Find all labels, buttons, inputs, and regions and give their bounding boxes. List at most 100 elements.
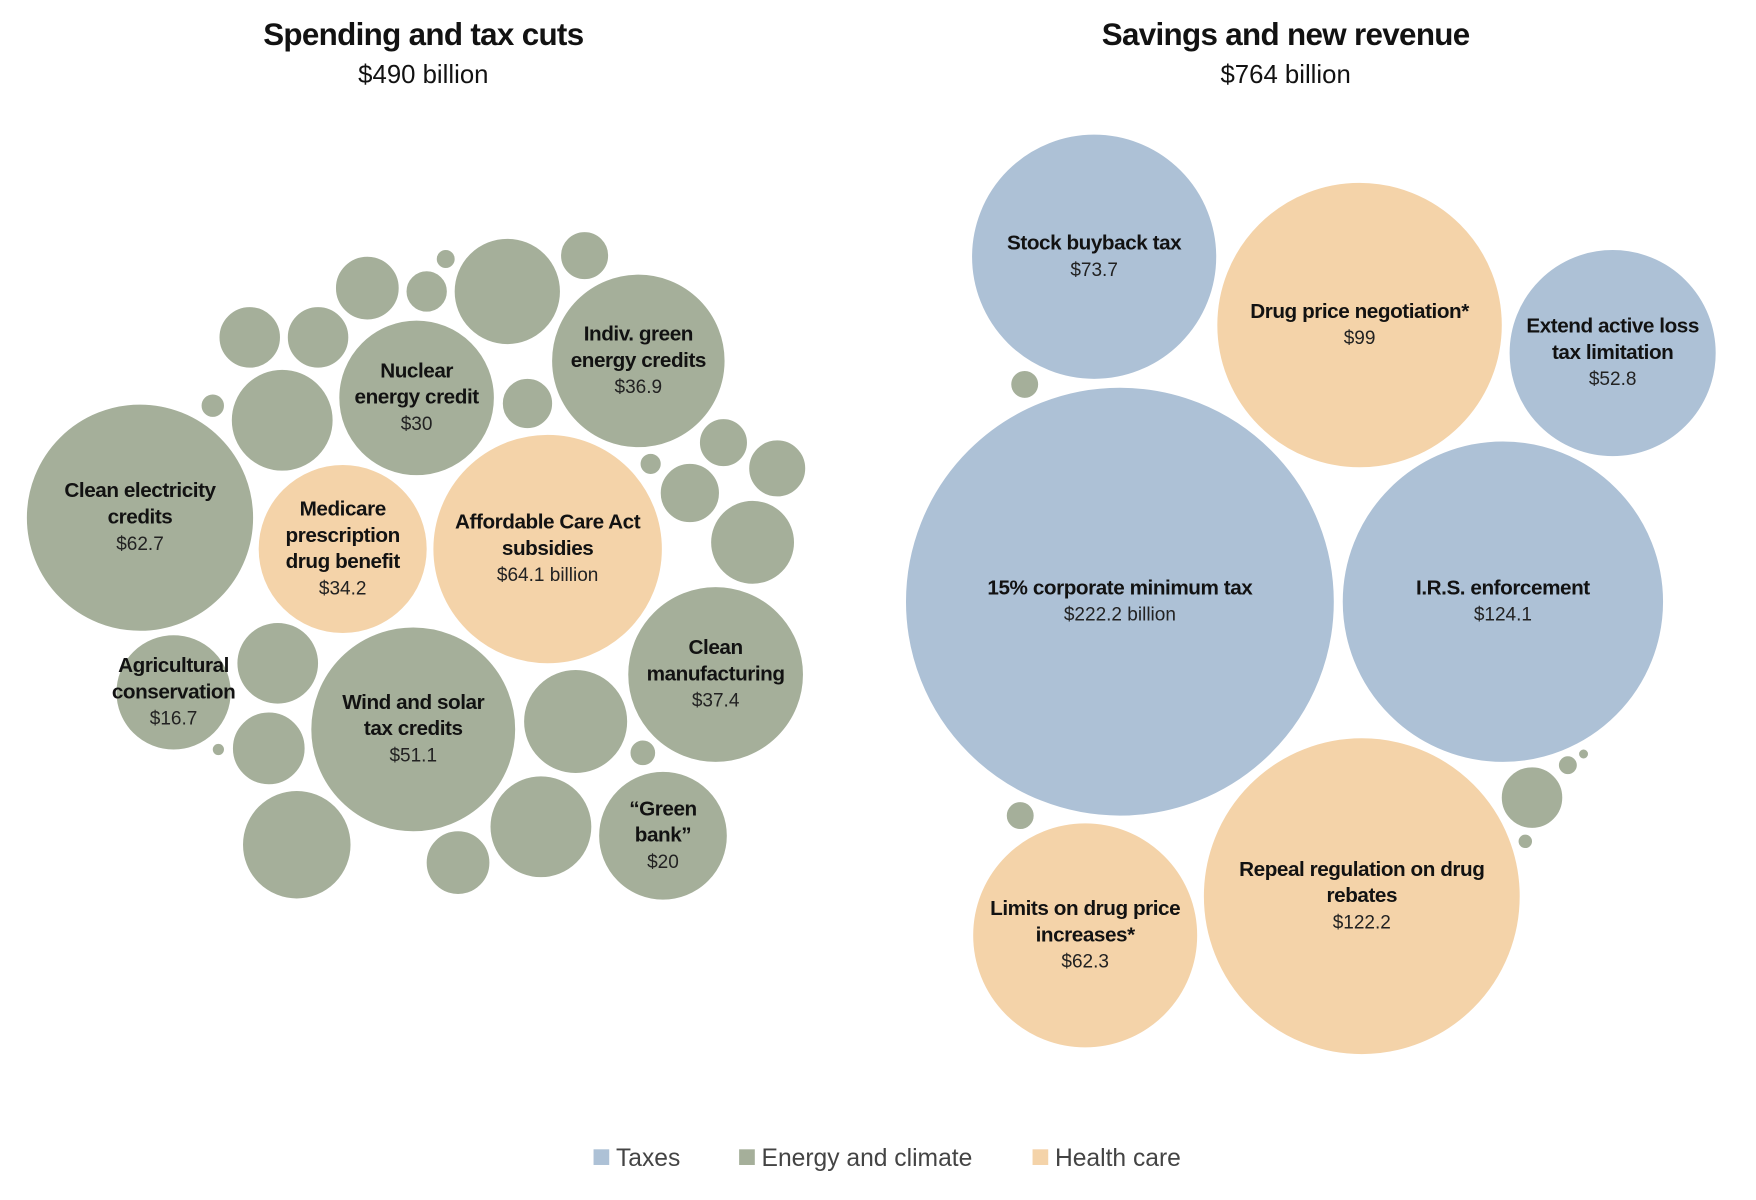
bubble-circle [337, 318, 497, 478]
bubble-unlabeled [1576, 747, 1591, 761]
legend: Taxes Energy and climate Health care [593, 1145, 1181, 1172]
bubble-unlabeled [424, 829, 492, 897]
bubble-unlabeled [746, 438, 808, 499]
legend-swatch-energy [739, 1149, 755, 1165]
bubble-label: Nuclear [380, 359, 453, 382]
bubble-value: $20 [647, 852, 679, 873]
bubble-unlabeled [434, 247, 457, 271]
bubble-label: bank” [635, 824, 691, 847]
bubble: Limits on drug price increases* $62.3 [970, 821, 1200, 1050]
bubble-unlabeled [229, 367, 335, 473]
bubble-unlabeled [628, 738, 658, 768]
bubble-circle [969, 132, 1219, 382]
bubble-unlabeled [285, 304, 351, 370]
bubble-value: $64.1 billion [497, 565, 599, 586]
bubble-circle [309, 625, 518, 834]
bubble-circle [626, 584, 806, 765]
legend-label-taxes: Taxes [616, 1145, 680, 1172]
bubble: Clean electricity credits $62.7 [24, 402, 256, 634]
bubble-unlabeled [452, 236, 563, 347]
left-bubbles: Clean electricity credits $62.7 Medicare pre… [24, 229, 808, 902]
bubble-label: rebates [1327, 884, 1398, 907]
left-chart-title: Spending and tax cuts [263, 17, 584, 52]
bubble-label: Wind and solar [342, 691, 484, 714]
bubble-unlabeled [210, 741, 227, 758]
bubble-circle [1201, 736, 1522, 1057]
bubble-unlabeled [638, 451, 663, 477]
bubble-label: 15% corporate minimum tax [987, 576, 1253, 599]
bubble-label: “Green [629, 797, 697, 820]
bubble-label: Extend active loss [1526, 315, 1699, 338]
bubble-unlabeled [697, 416, 750, 469]
bubble: Medicare prescription drug benefit $34.2 [256, 462, 429, 636]
bubble-label: Drug price negotiation* [1250, 300, 1470, 323]
bubble-value: $62.3 [1061, 952, 1109, 973]
bubble-circle [549, 272, 727, 450]
right-chart-total: $764 billion [1220, 61, 1350, 89]
left-chart: Spending and tax cuts $490 billion Clean… [24, 17, 808, 902]
bubble-value: $51.1 [389, 746, 437, 767]
bubble-value: $62.7 [116, 534, 164, 555]
bubble: Indiv. green energy credits $36.9 [549, 272, 727, 450]
bubble-label: Agricultural [118, 654, 229, 677]
bubble-label: Affordable Care Act [455, 511, 641, 534]
right-chart-title: Savings and new revenue [1102, 17, 1470, 52]
bubble-circle [1340, 439, 1666, 765]
bubble-value: $73.7 [1070, 260, 1118, 281]
right-chart: Savings and new revenue $764 billion Sto… [903, 17, 1718, 1057]
bubble-label: Stock buyback tax [1007, 231, 1182, 254]
bubble-unlabeled [1004, 799, 1036, 832]
legend-swatch-taxes [593, 1149, 610, 1165]
bubble-label: subsidies [502, 537, 593, 560]
legend-item-taxes: Taxes [593, 1145, 680, 1172]
bubble-unlabeled [500, 376, 555, 431]
legend-item-energy: Energy and climate [739, 1145, 972, 1172]
bubble-label: Clean electricity [64, 479, 216, 502]
bubble-unlabeled [708, 498, 797, 587]
bubble-label: Indiv. green [584, 322, 693, 345]
bubble-value: $124.1 [1474, 605, 1532, 626]
bubble-label: I.R.S. enforcement [1416, 576, 1590, 599]
bubble-circle [256, 462, 429, 636]
bubble-label: prescription [286, 524, 400, 547]
bubble-label: Medicare [300, 497, 386, 520]
bubble-unlabeled [217, 304, 283, 370]
bubble-value: $34.2 [319, 578, 367, 599]
bubble-unlabeled [235, 620, 321, 706]
bubble: I.R.S. enforcement $124.1 [1340, 439, 1666, 765]
bubble: Stock buyback tax $73.7 [969, 132, 1219, 382]
bubble: Extend active loss tax limitation $52.8 [1507, 247, 1718, 459]
bubble-label: increases* [1036, 923, 1137, 946]
bubble-value: $16.7 [150, 709, 198, 730]
bubble-label: energy credit [355, 386, 480, 409]
bubble-unlabeled [1556, 753, 1580, 777]
bubble: Wind and solar tax credits $51.1 [309, 625, 518, 834]
legend-label-energy: Energy and climate [762, 1145, 973, 1172]
bubble-unlabeled [333, 254, 401, 322]
legend-swatch-health [1032, 1149, 1049, 1165]
bubble-label: Clean [689, 636, 743, 659]
bubble-circle [1507, 247, 1718, 459]
bubble-value: $99 [1344, 328, 1376, 349]
bubble-circle [24, 402, 256, 634]
legend-item-health: Health care [1032, 1145, 1181, 1172]
bubble-unlabeled [240, 788, 353, 901]
bubble-label: manufacturing [647, 662, 785, 685]
bubble-value: $37.4 [692, 691, 740, 712]
bubble-unlabeled [521, 667, 630, 776]
bubble-unlabeled [404, 269, 450, 314]
bubble-circle [431, 432, 665, 666]
bubble: Clean manufacturing $37.4 [626, 584, 806, 765]
bubble-label: Limits on drug price [990, 897, 1180, 920]
bubble: Affordable Care Act subsidies $64.1 billio… [431, 432, 665, 666]
bubble-value: $52.8 [1589, 369, 1637, 390]
bubble-label: Repeal regulation on drug [1239, 858, 1484, 881]
bubble-label: conservation [112, 680, 235, 703]
bubble-label: tax limitation [1552, 341, 1673, 364]
bubble-unlabeled [1499, 765, 1565, 831]
bubble-unlabeled [558, 229, 611, 282]
bubble-value: $222.2 billion [1064, 605, 1176, 626]
bubble-value: $36.9 [615, 377, 663, 398]
bubble-circle [903, 385, 1337, 818]
